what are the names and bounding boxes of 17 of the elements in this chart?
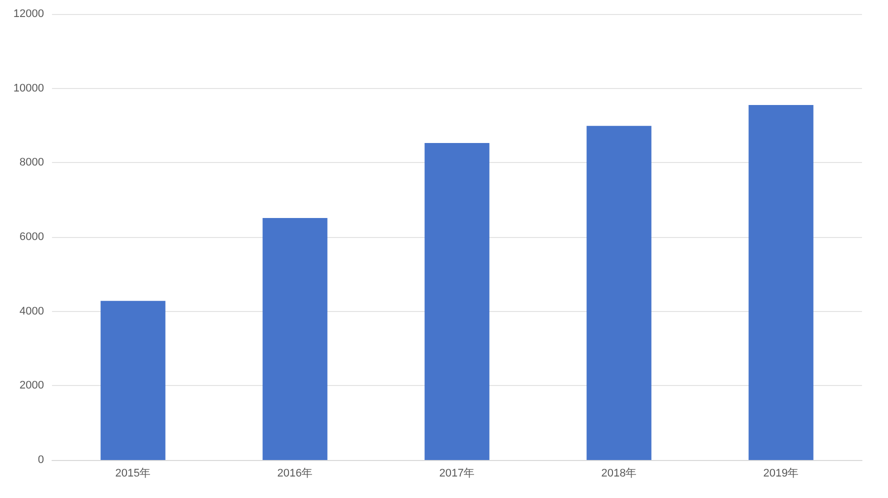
bar xyxy=(424,142,490,460)
bar xyxy=(100,300,166,460)
y-tick-label: 0 xyxy=(38,454,44,466)
x-tick-label: 2018年 xyxy=(601,468,637,480)
bar xyxy=(586,126,652,460)
y-tick-label: 12000 xyxy=(13,8,44,20)
y-tick-label: 8000 xyxy=(20,156,44,169)
x-tick-label: 2015年 xyxy=(115,468,151,480)
y-tick-label: 6000 xyxy=(20,231,44,243)
x-tick-label: 2019年 xyxy=(763,468,799,480)
y-tick-label: 4000 xyxy=(20,305,44,318)
y-tick-label: 2000 xyxy=(20,380,44,392)
x-tick-label: 2016年 xyxy=(277,468,313,480)
x-tick-label: 2017年 xyxy=(439,468,475,480)
y-tick-label: 10000 xyxy=(13,82,44,94)
bar xyxy=(262,218,328,460)
bar xyxy=(748,105,814,460)
